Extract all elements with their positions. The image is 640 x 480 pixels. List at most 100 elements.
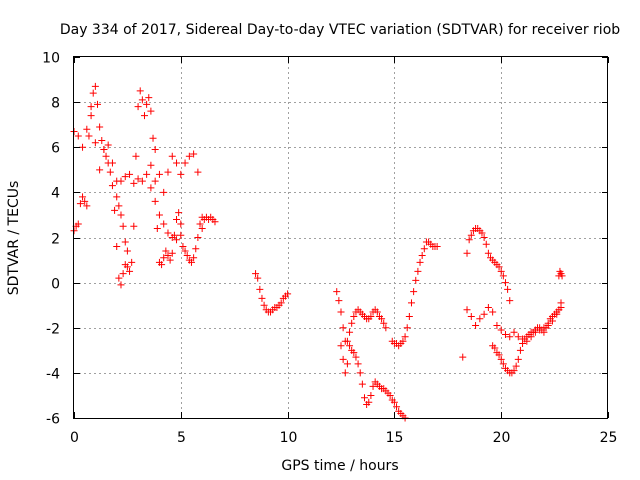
data-point: [177, 220, 185, 228]
data-point: [337, 308, 345, 316]
data-point: [510, 367, 518, 375]
data-point: [341, 369, 349, 377]
data-point: [256, 285, 264, 293]
data-point: [433, 243, 441, 251]
data-point: [514, 333, 522, 341]
data-point: [106, 168, 114, 176]
data-point: [495, 351, 503, 359]
chart-title: Day 334 of 2017, Sidereal Day-to-day VTE…: [60, 22, 620, 38]
data-point: [499, 360, 507, 368]
data-point: [497, 326, 505, 334]
data-point: [96, 123, 104, 131]
data-point: [356, 369, 364, 377]
data-point: [491, 344, 499, 352]
data-point: [382, 324, 390, 332]
y-tick-label: -6: [46, 412, 60, 428]
y-axis-label: SDTVAR / TECUs: [6, 181, 22, 296]
data-point: [478, 229, 486, 237]
data-point: [407, 299, 415, 307]
data-point: [168, 249, 176, 257]
data-point: [489, 308, 497, 316]
data-point: [369, 382, 377, 390]
data-point: [76, 200, 84, 208]
data-point: [158, 261, 166, 269]
y-tick-label: 0: [51, 277, 60, 293]
series-segment-night-c: [489, 303, 565, 377]
data-point: [98, 136, 106, 144]
data-point: [177, 231, 185, 239]
plot-frame: [73, 56, 608, 419]
data-point: [173, 215, 181, 223]
y-tick-label: 8: [51, 96, 60, 112]
data-point: [147, 161, 155, 169]
grid-lines: [74, 57, 608, 418]
data-point: [79, 143, 87, 151]
data-point: [168, 234, 176, 241]
data-point: [373, 308, 381, 316]
data-point: [83, 125, 91, 133]
data-point: [126, 170, 134, 178]
data-point: [121, 238, 129, 246]
data-point: [132, 152, 140, 160]
data-point: [346, 328, 354, 336]
data-point: [277, 299, 285, 307]
data-point: [416, 258, 424, 266]
y-tick-labels: -6 -4 -2 0 2 4 6 8 10: [42, 51, 60, 428]
data-point: [393, 403, 401, 411]
data-point: [252, 270, 260, 278]
data-point: [164, 252, 172, 260]
data-point: [140, 112, 148, 120]
data-points: [70, 82, 566, 422]
data-point: [91, 82, 99, 90]
data-point: [335, 297, 343, 305]
data-point: [166, 256, 174, 264]
data-point: [260, 301, 268, 309]
data-point: [516, 346, 524, 354]
data-point: [100, 146, 108, 154]
data-point: [358, 380, 366, 388]
data-point: [117, 177, 125, 185]
x-tick-label: 0: [70, 430, 79, 446]
data-point: [501, 331, 509, 339]
data-point: [192, 245, 200, 253]
series-segment-late-c: [388, 238, 441, 350]
data-point: [85, 132, 93, 140]
data-point: [181, 247, 189, 255]
data-point: [147, 184, 155, 192]
data-point: [497, 267, 505, 275]
data-point: [134, 175, 142, 183]
data-point: [399, 337, 407, 345]
data-point: [339, 355, 347, 363]
data-point: [111, 206, 119, 214]
data-point: [540, 328, 548, 336]
data-point: [162, 247, 170, 255]
data-point: [480, 234, 488, 241]
data-point: [542, 324, 550, 332]
data-point: [175, 209, 183, 217]
data-point: [504, 285, 512, 293]
y-tick-label: 10: [42, 51, 60, 67]
data-point: [360, 394, 368, 402]
data-point: [115, 202, 123, 210]
series-segment-early-a: [70, 82, 219, 289]
data-point: [367, 312, 375, 320]
data-point: [463, 306, 471, 314]
data-point: [119, 270, 127, 278]
data-point: [390, 398, 398, 406]
x-axis-label: GPS time / hours: [281, 458, 398, 474]
series-segment-mid: [252, 270, 292, 316]
data-point: [151, 197, 159, 205]
data-point: [418, 252, 426, 260]
data-point: [108, 159, 116, 167]
data-point: [177, 170, 185, 178]
x-tick-label: 25: [600, 430, 618, 446]
data-point: [145, 94, 153, 102]
data-point: [346, 342, 354, 350]
data-point: [378, 315, 386, 323]
series-segment-late-b: [337, 306, 390, 377]
data-point: [472, 321, 480, 329]
data-point: [104, 141, 112, 149]
data-point: [510, 328, 518, 336]
data-point: [87, 103, 95, 111]
data-point: [93, 100, 101, 108]
